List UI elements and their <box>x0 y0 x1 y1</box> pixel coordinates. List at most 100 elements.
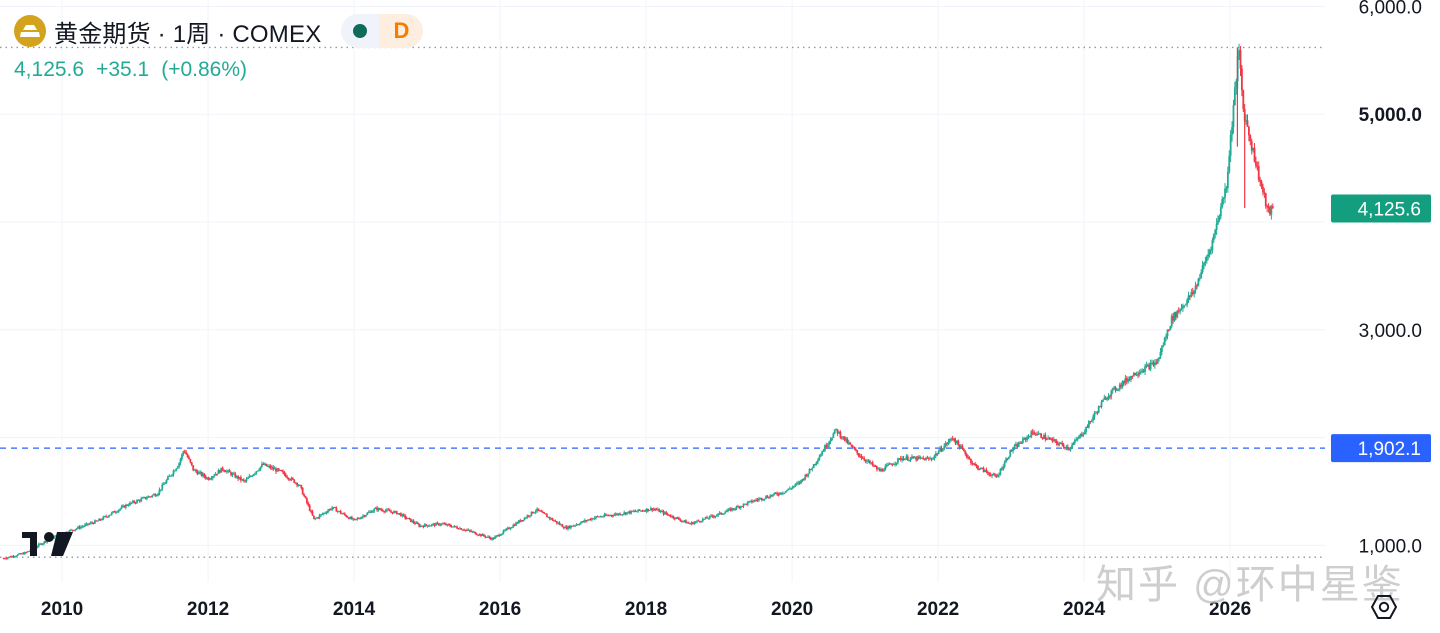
logo-part <box>44 532 54 542</box>
candle-body <box>1238 50 1240 57</box>
candle-body <box>961 446 964 450</box>
candle-body <box>786 490 788 492</box>
candle-body <box>1066 446 1069 450</box>
candle-body <box>408 517 411 519</box>
candle-body <box>687 522 690 524</box>
candle-body <box>916 456 919 461</box>
candle-body <box>1096 412 1099 414</box>
candle-body <box>1043 435 1045 439</box>
candle-body <box>92 523 95 525</box>
candle-body <box>975 465 978 467</box>
candle-body <box>930 458 933 460</box>
candle-body <box>1221 199 1224 208</box>
candle-body <box>1175 312 1177 318</box>
candle-body <box>939 447 941 452</box>
candle-body <box>791 486 794 489</box>
candle-body <box>998 474 1000 476</box>
interval-badge[interactable]: D <box>379 14 424 48</box>
candle-body <box>984 469 986 472</box>
candle-body <box>1054 439 1057 441</box>
candle-body <box>881 469 884 471</box>
candle-body <box>1233 87 1236 106</box>
candle-body <box>1113 387 1116 389</box>
candle-body <box>1242 90 1245 110</box>
candle-body <box>256 470 259 472</box>
candle-body <box>496 534 499 536</box>
candle-body <box>772 494 774 496</box>
candle-body <box>1120 384 1123 387</box>
candle-body <box>734 508 736 510</box>
candle-body <box>697 520 700 522</box>
status-pill[interactable]: D <box>341 14 424 48</box>
candle-body <box>714 515 717 517</box>
candle-body <box>1048 438 1051 440</box>
candle-body <box>436 522 439 524</box>
candle-body <box>1005 458 1007 463</box>
candle-body <box>298 484 301 486</box>
candle-body <box>457 528 460 530</box>
candle-body <box>779 492 781 495</box>
candle-body <box>1252 147 1255 151</box>
candle-body <box>171 474 174 476</box>
candle-body <box>915 457 918 461</box>
candle-body <box>589 519 592 521</box>
symbol-header[interactable]: 黄金期货 · 1周 · COMEX D <box>14 14 424 48</box>
candle-body <box>694 521 697 523</box>
candle-body <box>1125 378 1128 382</box>
candle-body <box>1103 397 1106 400</box>
candle-body <box>37 543 40 547</box>
candle-body <box>207 477 210 480</box>
candle-body <box>898 458 901 460</box>
candle-body <box>1182 305 1184 309</box>
candle-body <box>1041 437 1044 439</box>
candle-body <box>605 514 607 516</box>
candle-body <box>19 553 22 555</box>
candle-body <box>819 454 822 457</box>
candle-body <box>727 509 729 512</box>
candle-body <box>429 525 432 527</box>
candle-body <box>1019 442 1021 444</box>
candle-body <box>669 515 672 517</box>
candle-body <box>4 558 6 560</box>
candle-body <box>1222 197 1225 200</box>
candle-body <box>546 514 548 518</box>
candle-body <box>1130 375 1132 381</box>
candle-body <box>661 511 663 513</box>
candle-body <box>387 509 390 511</box>
candle-body <box>499 534 502 536</box>
candle-body <box>759 498 762 500</box>
candle-body <box>1207 254 1210 257</box>
candle-body <box>1047 438 1050 440</box>
candle-body <box>231 473 234 476</box>
candle-body <box>897 458 899 463</box>
candle-body <box>324 512 327 514</box>
candle-body <box>773 492 776 495</box>
logo-part <box>30 532 37 556</box>
candle-body <box>640 510 642 512</box>
candle-body <box>303 494 305 497</box>
candle-body <box>1138 372 1141 375</box>
candle-body <box>36 546 39 548</box>
candle-body <box>666 513 669 515</box>
candle-body <box>843 436 846 441</box>
candle-body <box>560 524 562 526</box>
symbol-title[interactable]: 黄金期货 · 1周 · COMEX <box>54 20 322 48</box>
candle-body <box>301 487 304 495</box>
candle-body <box>979 467 982 470</box>
candle-body <box>284 474 287 478</box>
candle-body <box>1165 336 1167 339</box>
candle-body <box>548 516 551 519</box>
candle-body <box>168 475 171 477</box>
candle-body <box>550 518 553 520</box>
candle-body <box>398 513 401 515</box>
settings-icon[interactable] <box>1371 594 1397 620</box>
candle-body <box>965 454 968 458</box>
candle-body <box>1014 444 1017 446</box>
candle-body <box>905 456 908 459</box>
candle-body <box>1013 445 1016 450</box>
candle-body <box>137 500 140 502</box>
candle-body <box>273 468 276 470</box>
candle-body <box>1197 278 1200 286</box>
candle-body <box>377 508 380 511</box>
